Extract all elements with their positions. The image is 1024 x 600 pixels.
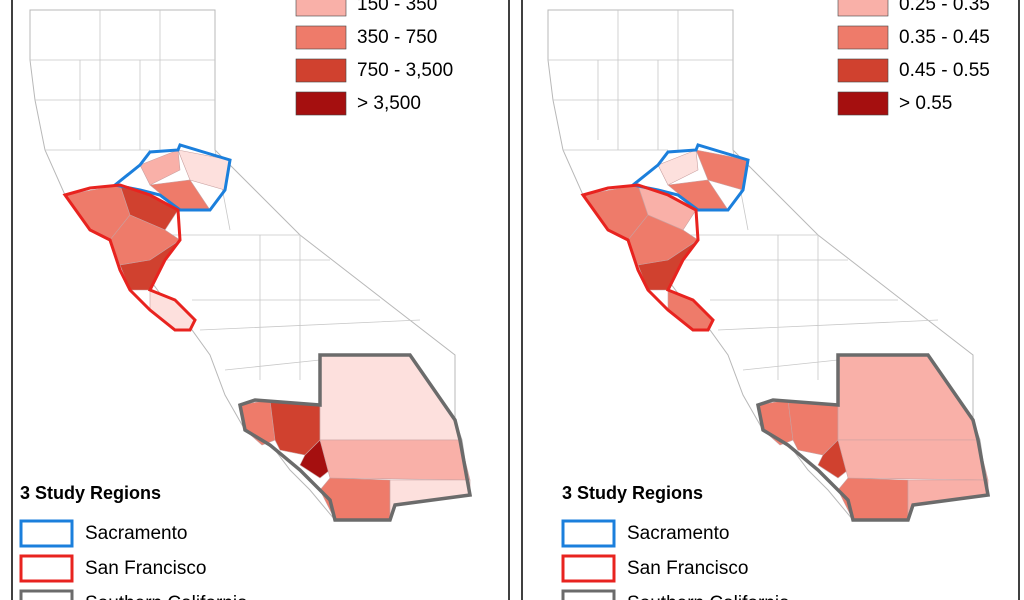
region-label: Sacramento [627, 523, 729, 544]
panel-frame [521, 0, 1020, 600]
legend-swatch [295, 0, 347, 17]
legend-label: 0.25 - 0.35 [899, 0, 990, 15]
legend-label: 350 - 750 [357, 27, 437, 48]
legend-swatch [295, 25, 347, 50]
study-regions-title: 3 Study Regions [562, 483, 703, 503]
legend-label: > 0.55 [899, 93, 952, 114]
left-panel: 150 - 350 350 - 750 750 - 3,500 > 3,500 3 St… [11, 0, 510, 600]
legend-label: 150 - 350 [357, 0, 437, 15]
legend-swatch [295, 58, 347, 83]
region-swatch [19, 554, 74, 583]
legend-swatch [837, 58, 889, 83]
panel-frame [11, 0, 510, 600]
region-label: Southern California [85, 593, 248, 600]
study-regions-title: 3 Study Regions [20, 483, 161, 503]
region-swatch [19, 589, 74, 600]
region-swatch [561, 554, 616, 583]
region-label: Southern California [627, 593, 790, 600]
legend-label: 0.45 - 0.55 [899, 60, 990, 81]
region-swatch [561, 589, 616, 600]
region-swatch [561, 519, 616, 548]
legend-label: 750 - 3,500 [357, 60, 453, 81]
region-label: San Francisco [85, 558, 206, 579]
legend-swatch [837, 25, 889, 50]
legend-label: 0.35 - 0.45 [899, 27, 990, 48]
right-panel: 0.25 - 0.35 0.35 - 0.45 0.45 - 0.55 > 0.55 3… [521, 0, 1020, 600]
map [29, 9, 472, 522]
map [547, 9, 990, 522]
region-label: San Francisco [627, 558, 748, 579]
legend-swatch [295, 91, 347, 116]
region-swatch [19, 519, 74, 548]
legend-swatch [837, 0, 889, 17]
legend-swatch [837, 91, 889, 116]
legend-label: > 3,500 [357, 93, 421, 114]
region-label: Sacramento [85, 523, 187, 544]
